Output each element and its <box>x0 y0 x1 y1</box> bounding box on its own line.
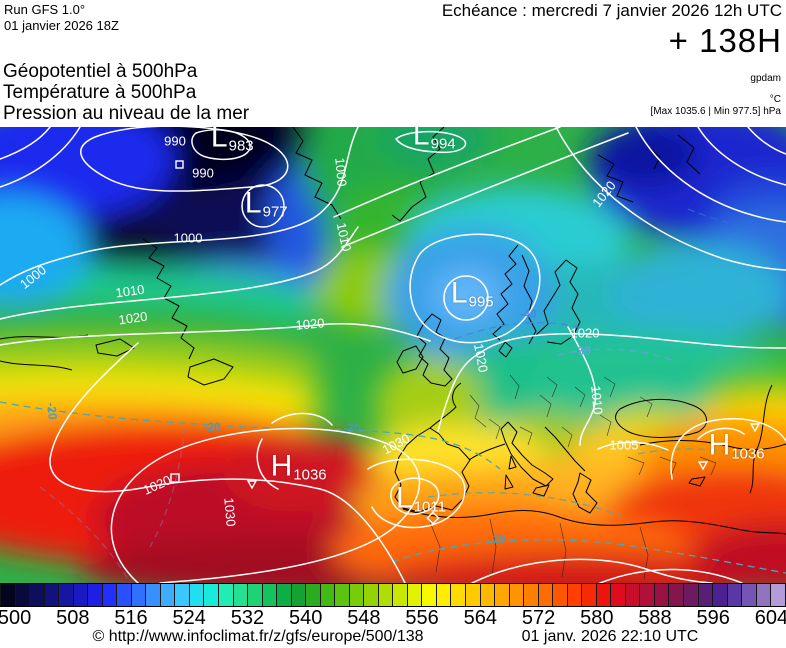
colorbar-cell <box>553 584 568 606</box>
colorbar-cell <box>262 584 278 606</box>
colorbar-cell <box>538 584 554 606</box>
colour-scale-labels: 500 508 516 524 532 540 548 556 564 572 580 588 596 6… <box>0 607 786 629</box>
colorbar-cell <box>175 584 190 606</box>
coastlines <box>0 127 786 535</box>
scale-tick-label: 516 <box>114 607 148 629</box>
colorbar-cell <box>291 584 307 606</box>
colorbar-cell <box>204 584 219 606</box>
run-info: Run GFS 1.0° 01 janvier 2026 18Z <box>4 2 119 34</box>
issued-timestamp: 01 janv. 2026 22:10 UTC <box>521 628 699 645</box>
colorbar-cell <box>625 584 641 606</box>
colorbar-cell <box>596 584 612 606</box>
colour-scale-bar <box>0 583 786 607</box>
scale-tick-label: 540 <box>288 607 323 629</box>
colorbar-cell <box>117 584 132 606</box>
colorbar-cell <box>567 584 583 606</box>
colorbar-cell <box>727 584 743 606</box>
colorbar-cell <box>422 584 437 606</box>
colorbar-cell <box>59 584 74 606</box>
colorbar-cell <box>218 584 234 606</box>
scale-tick-label: 508 <box>56 607 90 629</box>
scale-tick-label: 580 <box>580 607 614 629</box>
colorbar-cell <box>524 584 539 606</box>
colorbar-cell <box>393 584 408 606</box>
parameter-list: Géopotentiel à 500hPa Température à 500h… <box>3 61 249 124</box>
colorbar-cell <box>364 584 379 606</box>
colorbar-cell <box>713 584 728 606</box>
mslp-minmax: [Max 1035.6 | Min 977.5] hPa <box>650 106 781 117</box>
colorbar-cell <box>73 584 89 606</box>
colorbar-cell <box>160 584 176 606</box>
colorbar-cell <box>233 584 249 606</box>
extremum-markers <box>170 160 761 525</box>
scale-tick-label: 588 <box>638 607 672 629</box>
colorbar-cell <box>30 584 45 606</box>
colorbar-cell <box>495 584 510 606</box>
colorbar-cell <box>146 584 161 606</box>
colorbar-cell <box>277 584 292 606</box>
colorbar-cell <box>640 584 655 606</box>
colorbar-cell <box>698 584 714 606</box>
colorbar-cell <box>466 584 481 606</box>
colorbar-cell <box>320 584 336 606</box>
colorbar-cell <box>480 584 496 606</box>
colorbar-cell <box>378 584 394 606</box>
forecast-lead-time: + 138H <box>668 22 782 59</box>
forecast-map: L 983 L 977 L 994 L 995 L 1011 H 1036 H 1036 990 990 100… <box>0 120 786 583</box>
colorbar-cell <box>0 584 16 606</box>
unit-temperature: °C <box>769 94 781 105</box>
colorbar-cell <box>756 584 772 606</box>
scale-tick-label: 564 <box>463 607 498 629</box>
country-borders <box>429 374 717 580</box>
colorbar-cell <box>611 584 626 606</box>
colorbar-cell <box>335 584 350 606</box>
colorbar-cell <box>189 584 205 606</box>
map-canvas <box>0 127 786 583</box>
colorbar-cell <box>509 584 525 606</box>
unit-geopotential: gpdam <box>750 73 781 84</box>
scale-tick-label: 556 <box>405 607 439 629</box>
colorbar-cell <box>654 584 670 606</box>
colorbar-cell <box>88 584 103 606</box>
scale-tick-label: 548 <box>347 607 381 629</box>
param-temperature: Température à 500hPa <box>3 82 197 103</box>
colorbar-cell <box>349 584 365 606</box>
scale-tick-label: 604 <box>754 607 786 629</box>
colorbar-cell <box>669 584 684 606</box>
colorbar-cell <box>306 584 321 606</box>
colorbar-cell <box>582 584 597 606</box>
colorbar-cell <box>102 584 118 606</box>
scale-tick-label: 524 <box>172 607 206 629</box>
valid-time: Echéance : mercredi 7 janvier 2026 12h U… <box>441 1 782 20</box>
colorbar-cell <box>15 584 31 606</box>
scale-tick-label: 500 <box>0 607 32 629</box>
colorbar-cell <box>436 584 452 606</box>
isobars <box>0 127 786 583</box>
param-geopotential: Géopotentiel à 500hPa <box>3 61 198 82</box>
isotherms <box>0 208 786 583</box>
source-url: © http://www.infoclimat.fr/z/gfs/europe/… <box>92 628 424 645</box>
run-date: 01 janvier 2026 18Z <box>4 18 119 33</box>
colorbar-cell <box>742 584 757 606</box>
scale-tick-label: 532 <box>230 607 265 629</box>
colorbar-cell <box>771 584 786 606</box>
colorbar-cell <box>131 584 147 606</box>
footer: © http://www.infoclimat.fr/z/gfs/europe/… <box>0 628 786 648</box>
run-model: Run GFS 1.0° <box>4 2 86 17</box>
colorbar-cell <box>248 584 263 606</box>
scale-tick-label: 572 <box>521 607 556 629</box>
colorbar-cell <box>407 584 423 606</box>
param-mslp: Pression au niveau de la mer <box>3 103 250 124</box>
colorbar-cell <box>683 584 699 606</box>
colour-field <box>0 127 786 583</box>
colorbar-cell <box>451 584 466 606</box>
colorbar-cell <box>44 584 60 606</box>
scale-tick-label: 596 <box>696 607 730 629</box>
